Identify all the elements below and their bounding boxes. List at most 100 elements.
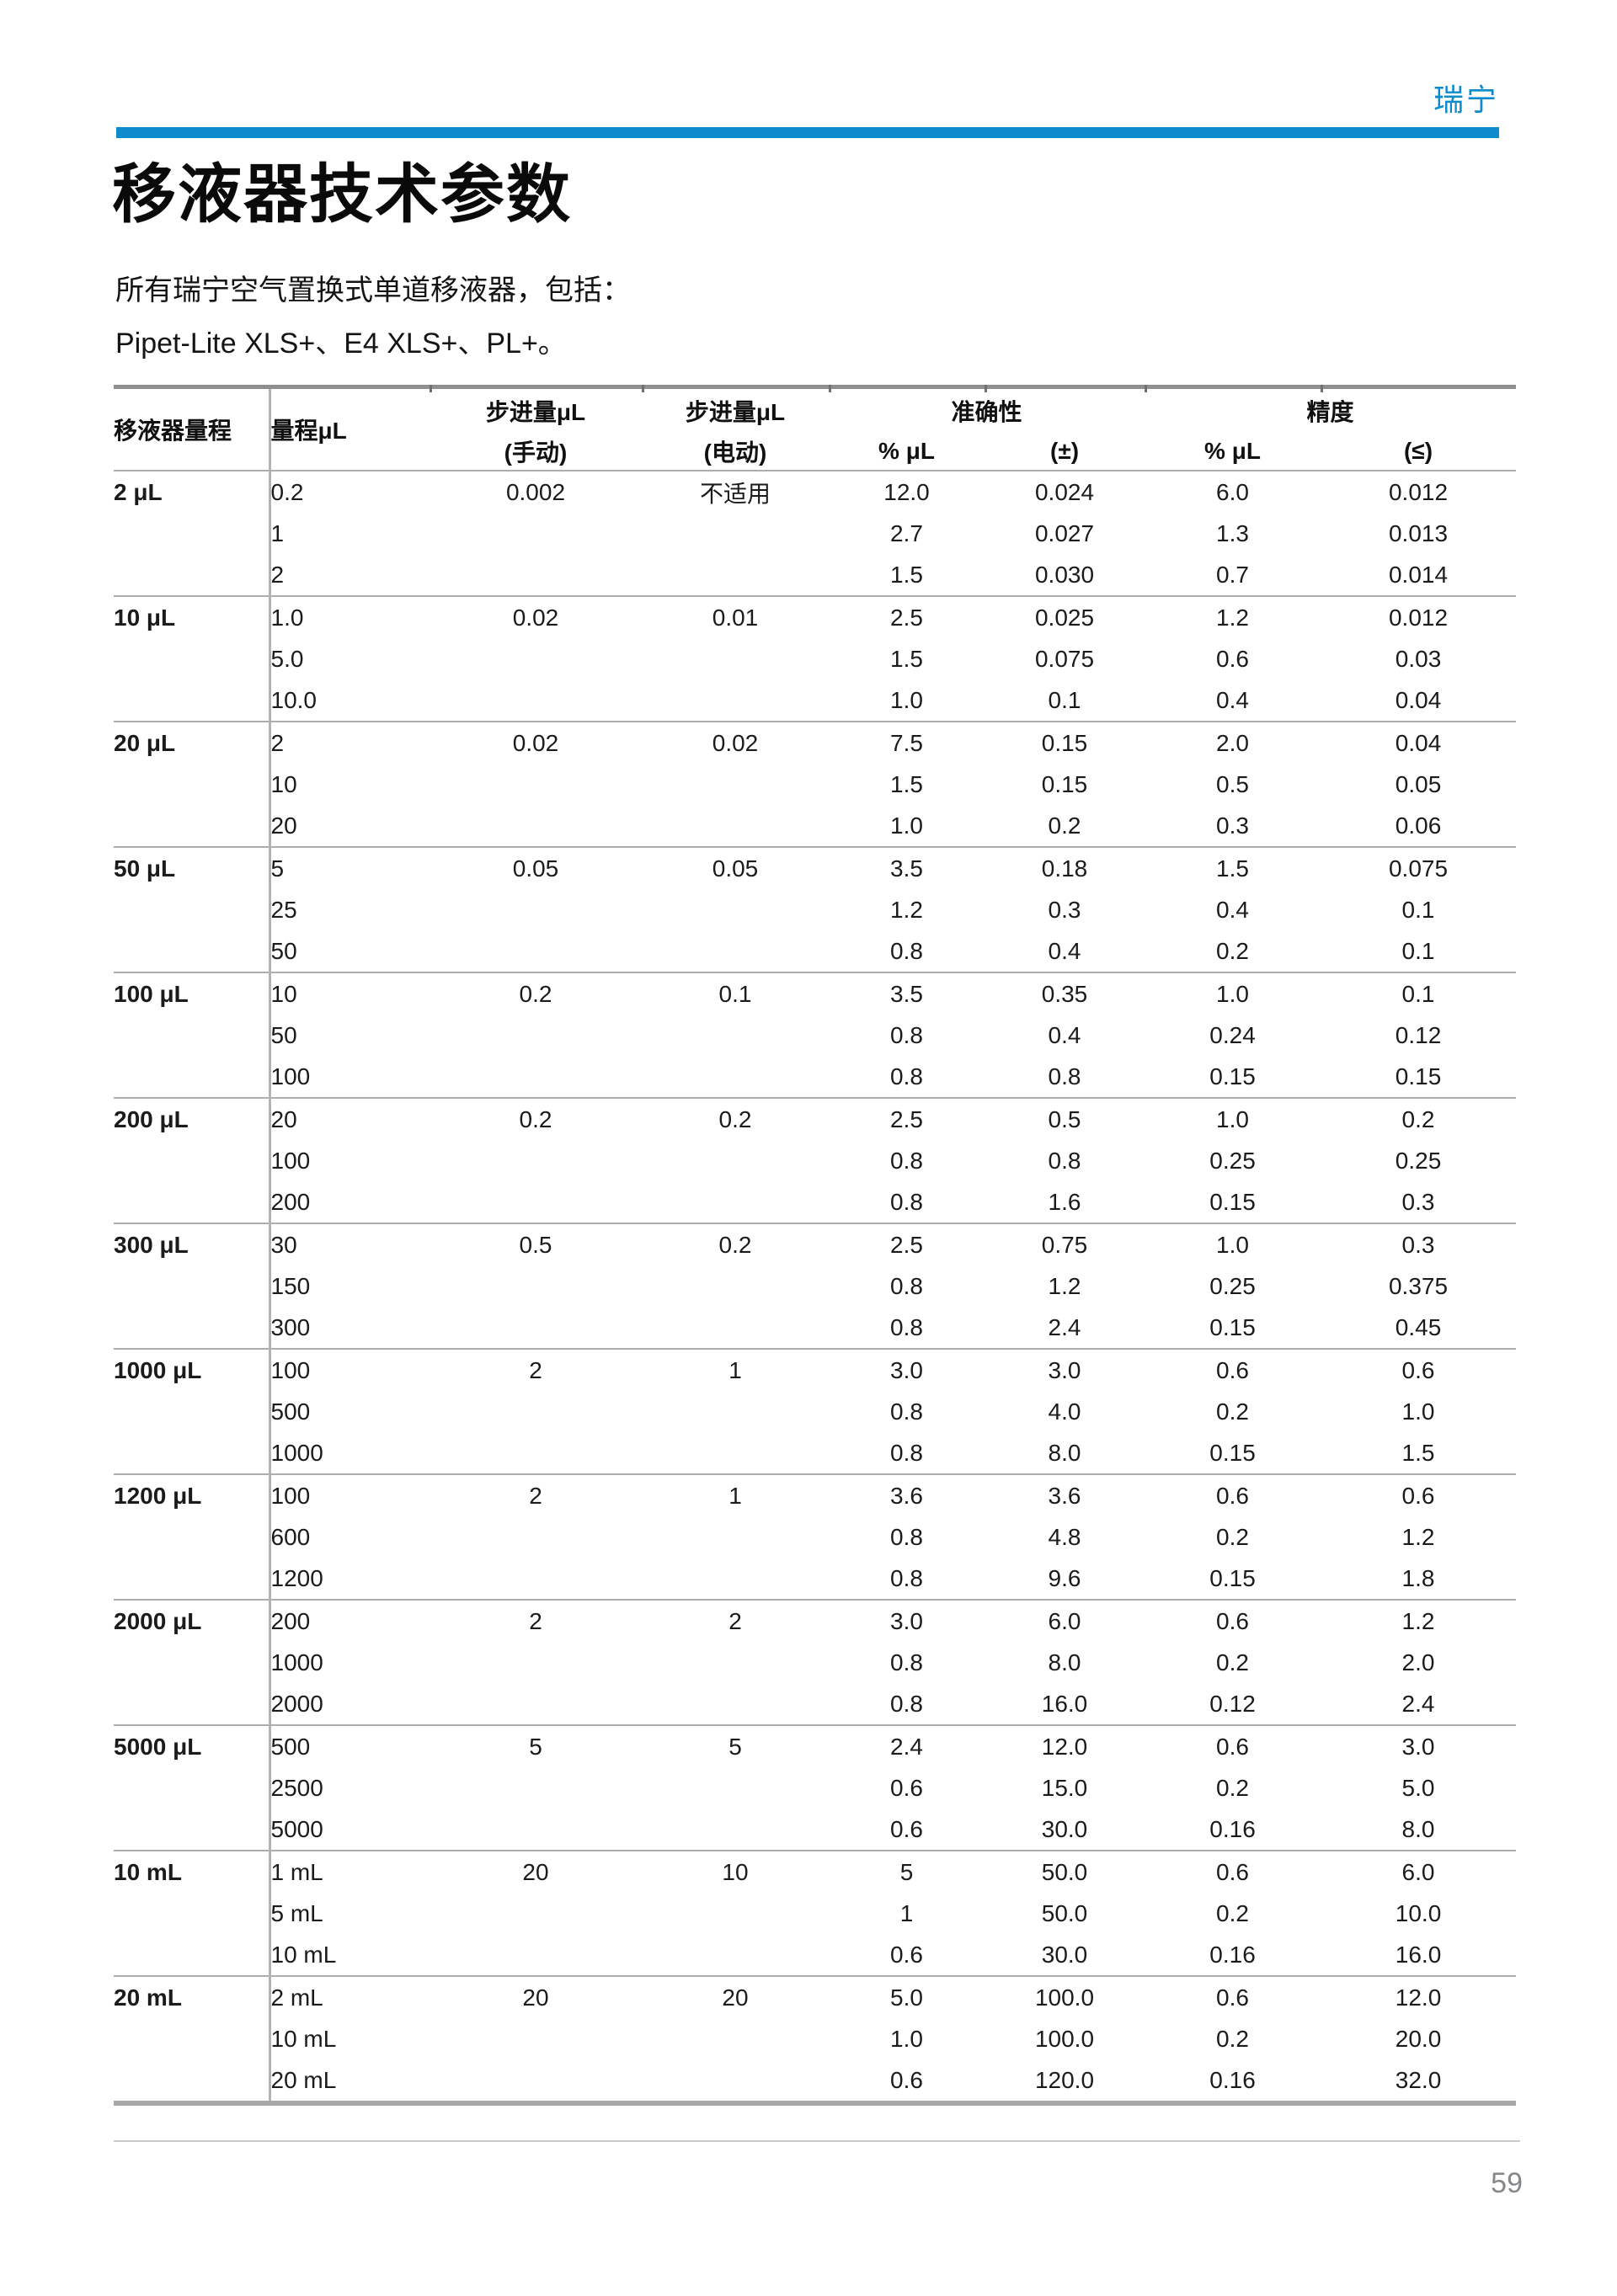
precision-abs-cell: 8.0 — [1401, 1815, 1435, 1842]
volume-cell: 10 mL — [270, 2025, 337, 2052]
precision-abs-cell: 0.1 — [1321, 972, 1517, 1015]
table-row: 25 1.2 0.3 0.4 0.1 — [114, 889, 1516, 930]
accuracy-abs-cell: 0.3 — [1048, 896, 1081, 923]
table-row: 50 0.8 0.4 0.2 0.1 — [114, 930, 1516, 972]
precision-abs-cell: 3.0 — [1321, 1724, 1517, 1767]
model-range-cell — [114, 1642, 271, 1683]
step-electric-cell — [642, 2018, 829, 2059]
accuracy-pct-cell: 3.6 — [829, 1473, 985, 1516]
step-manual-cell: 0.5 — [430, 1223, 642, 1265]
precision-abs-cell: 0.12 — [1395, 1021, 1442, 1048]
precision-abs-cell: 0.06 — [1395, 812, 1442, 839]
column-tick — [642, 385, 644, 392]
volume-cell: 100 — [270, 1473, 430, 1516]
table-row: 10 mL 0.6 30.0 0.16 16.0 — [114, 1934, 1516, 1976]
step-manual-cell — [430, 1558, 642, 1600]
precision-abs-cell: 1.2 — [1321, 1599, 1517, 1642]
step-electric-cell — [642, 1934, 829, 1976]
step-electric-cell — [642, 1432, 829, 1474]
step-manual-cell — [430, 638, 642, 679]
accuracy-pct-cell: 3.5 — [829, 846, 985, 889]
volume-cell: 150 — [270, 1272, 311, 1299]
accuracy-pct-cell: 5.0 — [829, 1975, 985, 2018]
col-group-accuracy: 准确性 — [951, 399, 1022, 425]
table-row: 200 μL 20 0.2 0.2 2.5 0.5 1.0 0.2 — [114, 1097, 1517, 1140]
precision-abs-cell: 0.3 — [1321, 1223, 1517, 1265]
volume-cell: 0.2 — [270, 470, 430, 513]
precision-abs-cell: 1.5 — [1401, 1439, 1435, 1466]
accuracy-abs-cell: 0.15 — [985, 721, 1145, 764]
precision-abs-cell: 0.05 — [1395, 770, 1442, 797]
accuracy-abs-cell: 1.6 — [1048, 1188, 1081, 1215]
precision-pct-cell: 1.0 — [1145, 972, 1321, 1015]
table-row: 20 μL 2 0.02 0.02 7.5 0.15 2.0 0.04 — [114, 721, 1517, 764]
precision-pct-cell: 1.5 — [1145, 846, 1321, 889]
step-manual-cell: 0.2 — [430, 972, 642, 1015]
column-tick — [985, 385, 987, 392]
step-electric-cell — [642, 764, 829, 805]
precision-pct-cell: 0.6 — [1145, 1348, 1321, 1391]
model-range-cell — [114, 1809, 271, 1851]
table-row: 600 0.8 4.8 0.2 1.2 — [114, 1516, 1516, 1558]
accuracy-abs-cell: 0.4 — [1048, 937, 1081, 964]
model-range-cell — [114, 513, 271, 554]
accuracy-pct-cell: 0.8 — [890, 1188, 923, 1215]
accuracy-pct-cell: 0.6 — [890, 1815, 923, 1842]
accuracy-pct-cell: 0.8 — [890, 1523, 923, 1550]
table-row: 10 mL 1 mL 20 10 5 50.0 0.6 6.0 — [114, 1850, 1517, 1893]
spec-table-body: 2 μL 0.2 0.002 不适用 12.0 0.024 6.0 0.012 1 2.7 0.02… — [114, 470, 1517, 2103]
step-manual-cell — [430, 554, 642, 596]
volume-cell: 5000 — [270, 1815, 323, 1842]
step-electric-cell: 20 — [642, 1975, 829, 2018]
accuracy-abs-cell: 6.0 — [985, 1599, 1145, 1642]
model-range-cell: 100 μL — [114, 972, 271, 1015]
volume-cell: 20 mL — [270, 2066, 337, 2093]
table-row: 20 mL 2 mL 20 20 5.0 100.0 0.6 12.0 — [114, 1975, 1517, 2018]
accuracy-pct-cell: 0.8 — [890, 937, 923, 964]
precision-pct-cell: 0.15 — [1209, 1439, 1256, 1466]
accuracy-pct-cell: 2.4 — [829, 1724, 985, 1767]
precision-abs-cell: 0.04 — [1321, 721, 1517, 764]
step-manual-cell — [430, 1516, 642, 1558]
table-row: 2 1.5 0.030 0.7 0.014 — [114, 554, 1516, 596]
col-header-step-electronic-sub: (电动) — [703, 439, 767, 466]
step-manual-cell — [430, 1809, 642, 1851]
volume-cell: 1200 — [270, 1564, 323, 1591]
precision-pct-cell: 0.6 — [1145, 1724, 1321, 1767]
precision-abs-cell: 20.0 — [1395, 2025, 1442, 2052]
accuracy-pct-cell: 0.6 — [890, 1774, 923, 1801]
table-row: 5 mL 1 50.0 0.2 10.0 — [114, 1893, 1516, 1934]
model-range-cell — [114, 1934, 271, 1976]
accuracy-pct-cell: 0.6 — [890, 1941, 923, 1968]
accuracy-pct-cell: 0.8 — [890, 1439, 923, 1466]
accuracy-abs-cell: 16.0 — [1041, 1690, 1088, 1717]
volume-cell: 2 mL — [270, 1975, 430, 2018]
step-manual-cell: 0.002 — [430, 470, 642, 513]
accuracy-pct-cell: 0.8 — [890, 1398, 923, 1425]
spec-table-header: 移液器量程 量程μL 步进量μL 步进量μL 准确性 精度 (手动) (电动) … — [114, 386, 1516, 471]
accuracy-pct-cell: 1.0 — [890, 2025, 923, 2052]
model-range-cell — [114, 1432, 271, 1474]
accuracy-abs-cell: 0.030 — [1034, 561, 1095, 588]
model-range-cell — [114, 638, 271, 679]
accuracy-abs-cell: 30.0 — [1041, 1941, 1088, 1968]
volume-cell: 2000 — [270, 1690, 323, 1717]
col-header-accuracy-pct: % μL — [878, 438, 935, 464]
step-electric-cell — [642, 1015, 829, 1056]
accuracy-abs-cell: 2.4 — [1048, 1313, 1081, 1340]
step-manual-cell — [430, 1767, 642, 1809]
step-electric-cell: 10 — [642, 1850, 829, 1893]
precision-abs-cell: 0.6 — [1321, 1473, 1517, 1516]
precision-abs-cell: 0.012 — [1321, 595, 1517, 638]
step-electric-cell — [642, 638, 829, 679]
accuracy-pct-cell: 12.0 — [829, 470, 985, 513]
table-row: 1000 μL 100 2 1 3.0 3.0 0.6 0.6 — [114, 1348, 1517, 1391]
col-header-step-electronic: 步进量μL — [685, 399, 786, 425]
accuracy-pct-cell: 1.5 — [890, 770, 923, 797]
precision-pct-cell: 2.0 — [1145, 721, 1321, 764]
table-row: 10 mL 1.0 100.0 0.2 20.0 — [114, 2018, 1516, 2059]
precision-pct-cell: 0.6 — [1145, 1599, 1321, 1642]
accuracy-abs-cell: 100.0 — [1034, 2025, 1095, 2052]
footer-divider-line — [114, 2140, 1520, 2142]
model-range-cell: 50 μL — [114, 846, 271, 889]
